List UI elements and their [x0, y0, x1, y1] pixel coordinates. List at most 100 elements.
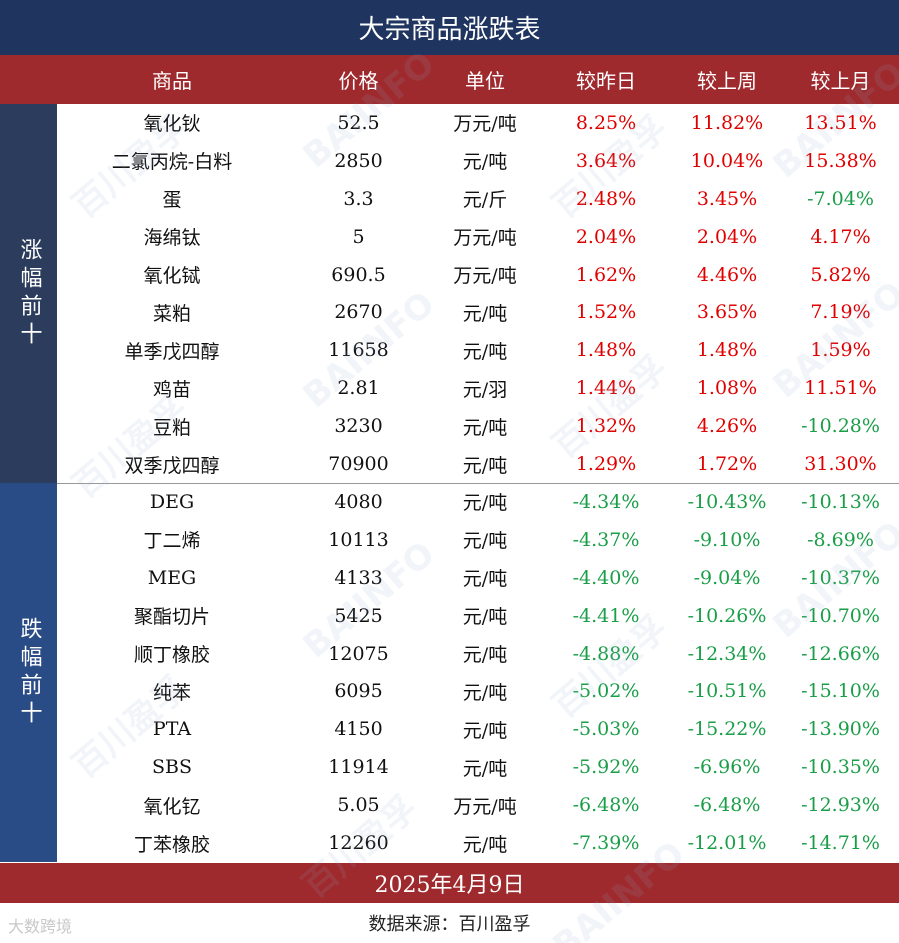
cell: 元/吨 [462, 757, 508, 780]
cell: 元/吨 [462, 833, 508, 856]
change-cell: -9.04% [693, 566, 761, 589]
change-cell: 1.29% [575, 453, 637, 476]
cell: 聚酯切片 [133, 606, 210, 629]
change-cell: -6.96% [693, 756, 761, 779]
change-cell: 1.72% [696, 453, 758, 476]
change-cell: -10.35% [801, 756, 880, 779]
cell: 氧化钬 [143, 113, 201, 136]
change-cell: -4.41% [572, 604, 640, 627]
change-cell: 3.45% [696, 187, 758, 210]
header-cell: 单位 [465, 69, 505, 93]
header-cell: 较上周 [697, 69, 757, 93]
cell: 元/吨 [462, 606, 508, 629]
change-cell: -4.34% [572, 490, 640, 513]
date: 2025年4月9日 [0, 863, 899, 903]
cell: 5425 [334, 604, 383, 627]
cell: 70900 [328, 453, 389, 476]
cell: MEG [147, 566, 197, 589]
cell: 11658 [328, 339, 389, 362]
group-label: 涨幅前十 [0, 104, 57, 483]
change-cell: -8.69% [807, 528, 874, 551]
cell: 万元/吨 [453, 265, 517, 288]
logo: 大数跨境 [8, 917, 73, 936]
cell: 3.3 [343, 187, 374, 210]
cell: 3230 [334, 415, 383, 438]
cell: 元/吨 [462, 568, 508, 591]
group-divider [57, 483, 899, 484]
cell: 蛋 [162, 189, 182, 212]
change-cell: -6.48% [572, 794, 640, 817]
change-cell: -12.93% [801, 794, 880, 817]
cell: 2670 [334, 301, 383, 324]
change-cell: -5.02% [572, 680, 640, 703]
cell: 丁二烯 [143, 530, 201, 553]
cell: 元/斤 [462, 189, 508, 212]
header-cell: 价格 [338, 69, 379, 93]
change-cell: -12.66% [801, 642, 880, 665]
change-cell: -10.13% [801, 490, 880, 513]
cell: 4133 [334, 566, 383, 589]
change-cell: 8.25% [575, 111, 637, 134]
cell: 12075 [328, 642, 389, 665]
cell: 丁苯橡胶 [133, 833, 210, 856]
cell: 10113 [328, 528, 389, 551]
change-cell: 13.51% [804, 111, 877, 134]
change-cell: 1.32% [575, 415, 637, 438]
cell: 元/羽 [462, 378, 508, 401]
change-cell: 10.04% [690, 149, 764, 172]
change-cell: 1.08% [696, 377, 758, 400]
cell: 2850 [334, 149, 383, 172]
change-cell: 2.04% [696, 225, 758, 248]
cell: PTA [152, 718, 192, 741]
change-cell: 4.17% [810, 225, 871, 248]
cell: 元/吨 [462, 644, 508, 667]
change-cell: 3.64% [575, 149, 637, 172]
cell: 6095 [334, 680, 383, 703]
cell: 元/吨 [462, 719, 508, 742]
cell: 12260 [328, 832, 389, 855]
cell: 纯苯 [152, 681, 191, 704]
cell: SBS [152, 756, 192, 779]
cell: 万元/吨 [453, 227, 517, 250]
title: 大宗商品涨跌表 [0, 0, 899, 55]
change-cell: -10.70% [801, 604, 880, 627]
change-cell: 2.04% [575, 225, 637, 248]
cell: 元/吨 [462, 416, 508, 439]
change-cell: -14.71% [801, 832, 880, 855]
cell: 单季戊四醇 [124, 340, 220, 363]
change-cell: 1.48% [696, 339, 758, 362]
change-cell: 1.52% [575, 301, 637, 324]
cell: 5 [352, 225, 365, 248]
change-cell: 31.30% [804, 453, 877, 476]
change-cell: -10.28% [801, 415, 880, 438]
header-cell: 商品 [152, 69, 192, 93]
source: 数据来源：百川盈孚 [368, 914, 531, 935]
change-cell: -10.26% [687, 604, 767, 627]
cell: 氧化铽 [143, 265, 201, 288]
change-cell: -12.01% [687, 832, 767, 855]
header-row [0, 55, 899, 104]
change-cell: 7.19% [810, 301, 871, 324]
change-cell: -10.51% [687, 680, 767, 703]
change-cell: -13.90% [801, 718, 880, 741]
cell: 元/吨 [462, 302, 508, 325]
cell: 万元/吨 [453, 113, 517, 136]
change-cell: -7.04% [807, 187, 874, 210]
cell: 鸡苗 [152, 378, 191, 401]
cell: 氧化钇 [143, 795, 201, 818]
group-label: 跌幅前十 [0, 483, 57, 862]
cell: 690.5 [331, 263, 386, 286]
cell: 元/吨 [462, 492, 508, 515]
change-cell: -7.39% [572, 832, 640, 855]
change-cell: -4.40% [572, 566, 640, 589]
cell: 元/吨 [462, 681, 508, 704]
cell: 海绵钛 [143, 227, 201, 250]
change-cell: 1.62% [575, 263, 637, 286]
change-cell: -4.88% [572, 642, 640, 665]
header-cell: 较昨日 [576, 69, 636, 93]
change-cell: -10.43% [687, 490, 767, 513]
change-cell: 11.82% [690, 111, 764, 134]
change-cell: 4.46% [696, 263, 758, 286]
cell: 万元/吨 [453, 795, 517, 818]
